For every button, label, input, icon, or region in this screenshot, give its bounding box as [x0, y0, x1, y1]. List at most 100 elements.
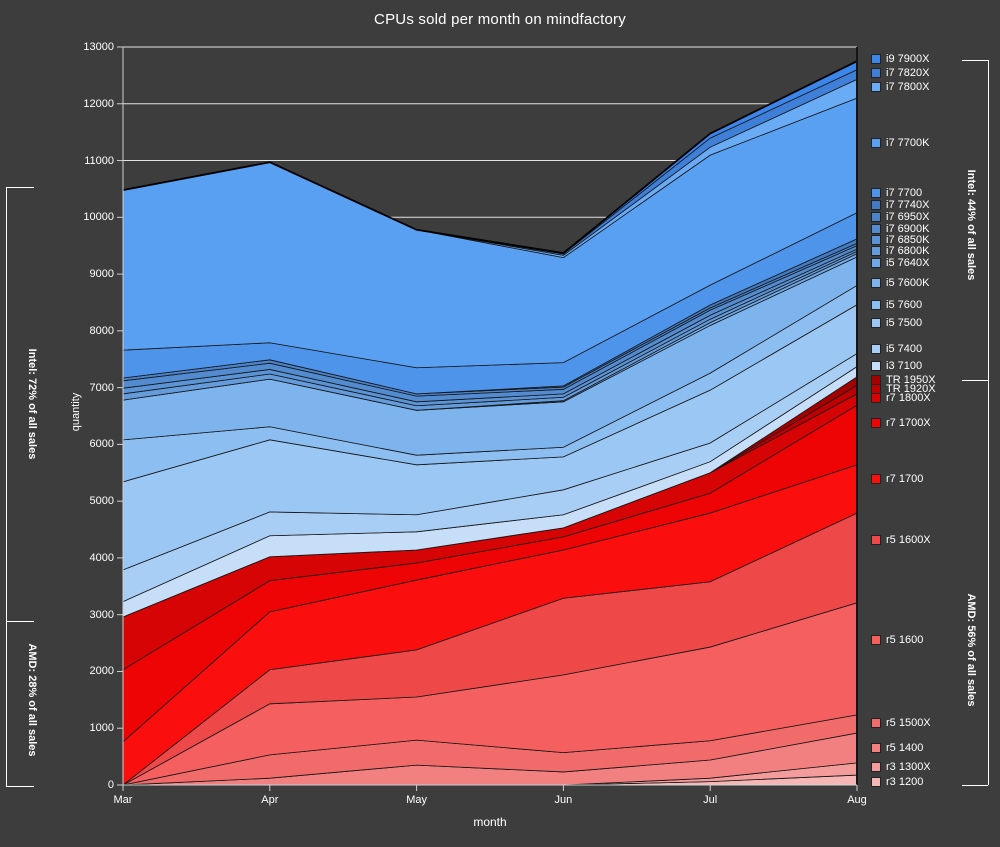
x-tick-label-mar: Mar — [113, 794, 133, 806]
x-tick-label-may: May — [406, 794, 427, 806]
y-tick-label: 1000 — [89, 722, 114, 735]
legend-item-i7-7700: i7 7700 — [871, 186, 922, 200]
chart-title: CPUs sold per month on mindfactory — [374, 11, 626, 28]
legend-item-r7-1800X: r7 1800X — [871, 391, 931, 405]
legend-label: r5 1400 — [886, 742, 924, 754]
legend-item-r7-1700: r7 1700 — [871, 472, 923, 486]
legend-swatch-icon — [871, 344, 881, 354]
legend-swatch-icon — [871, 318, 881, 328]
legend-item-r5-1400: r5 1400 — [871, 741, 923, 755]
legend-item-i7-7800X: i7 7800X — [871, 80, 929, 94]
legend-label: i5 7640X — [886, 257, 930, 269]
legend-swatch-icon — [871, 535, 881, 545]
legend-item-i5-7500: i5 7500 — [871, 316, 922, 330]
legend-swatch-icon — [871, 762, 881, 772]
y-tick-label: 11000 — [84, 154, 114, 167]
legend-item-r3-1200: r3 1200 — [871, 775, 923, 789]
annotation-amd-left: AMD: 28% of all sales — [26, 643, 38, 757]
legend-swatch-icon — [871, 68, 881, 78]
legend-label: i7 6800K — [886, 245, 930, 257]
legend-item-i7-6850K: i7 6850K — [871, 233, 929, 247]
right-bracket-tick-bottom — [962, 785, 988, 786]
legend-item-i7-6800K: i7 6800K — [871, 244, 929, 258]
right-bracket-line — [988, 60, 989, 785]
legend-label: i5 7400 — [886, 343, 923, 355]
legend-label: i3 7100 — [886, 360, 923, 372]
y-tick-label: 2000 — [89, 665, 114, 678]
legend-item-i5-7600: i5 7600 — [871, 298, 922, 312]
legend-item-i3-7100: i3 7100 — [871, 359, 922, 373]
y-tick-label: 8000 — [89, 324, 114, 337]
legend-swatch-icon — [871, 82, 881, 92]
legend-label: i9 7900X — [886, 53, 930, 65]
right-bracket-tick-mid — [962, 380, 988, 381]
legend-label: r5 1500X — [886, 717, 931, 729]
legend-swatch-icon — [871, 138, 881, 148]
legend-swatch-icon — [871, 777, 881, 787]
legend-swatch-icon — [871, 474, 881, 484]
legend-swatch-icon — [871, 300, 881, 310]
legend-swatch-icon — [871, 258, 881, 268]
legend-item-r5-1600: r5 1600 — [871, 633, 923, 647]
legend-swatch-icon — [871, 743, 881, 753]
legend-label: i7 7700K — [886, 137, 930, 149]
legend-swatch-icon — [871, 361, 881, 371]
legend-label: i7 6950X — [886, 211, 930, 223]
legend-label: r7 1800X — [886, 392, 931, 404]
y-tick-label: 12000 — [83, 97, 114, 110]
annotation-intel-left: Intel: 72% of all sales — [26, 348, 38, 460]
total-line — [122, 60, 858, 255]
y-axis-title: quantity — [70, 392, 82, 432]
legend-label: r3 1200 — [886, 776, 924, 788]
legend-item-r5-1500X: r5 1500X — [871, 716, 931, 730]
legend-swatch-icon — [871, 188, 881, 198]
legend-label: r5 1600X — [886, 534, 931, 546]
left-bracket-line — [6, 187, 7, 787]
legend-swatch-icon — [871, 246, 881, 256]
legend-label: r5 1600 — [886, 634, 924, 646]
right-bracket-tick-top — [962, 60, 988, 61]
legend-label: i5 7600 — [886, 299, 923, 311]
legend-label: r3 1300X — [886, 761, 931, 773]
x-tick-label-jul: Jul — [703, 794, 718, 806]
y-tick-label: 5000 — [89, 495, 114, 508]
left-bracket-tick-bottom — [6, 786, 34, 787]
x-tick-label-aug: Aug — [847, 794, 867, 806]
legend-label: i7 7800X — [886, 81, 930, 93]
legend-swatch-icon — [871, 635, 881, 645]
left-bracket-tick-top — [6, 187, 34, 188]
legend-label: r7 1700 — [886, 473, 924, 485]
legend-label: i5 7500 — [886, 317, 923, 329]
legend-label: i7 7740X — [886, 199, 930, 211]
y-tick-label: 4000 — [89, 551, 114, 564]
legend-label: i7 6900K — [886, 223, 930, 235]
y-tick-label: 13000 — [83, 41, 114, 53]
x-axis-title: month — [473, 815, 507, 829]
legend-label: TR 1920X — [886, 383, 936, 395]
legend-swatch-icon — [871, 418, 881, 428]
legend-swatch-icon — [871, 393, 881, 403]
legend-item-i9-7900X: i9 7900X — [871, 52, 929, 66]
legend-label: r7 1700X — [886, 417, 931, 429]
legend-item-i7-7740X: i7 7740X — [871, 198, 929, 212]
legend-label: i5 7600K — [886, 277, 930, 289]
x-tick-label-jun: Jun — [554, 794, 573, 806]
x-tick-label-apr: Apr — [261, 794, 279, 806]
legend-label: TR 1950X — [886, 374, 936, 386]
annotation-intel-right: Intel: 44% of all sales — [965, 169, 977, 281]
y-tick-label: 7000 — [89, 381, 114, 394]
legend-swatch-icon — [871, 278, 881, 288]
legend-label: i7 7820X — [886, 67, 930, 79]
legend-swatch-icon — [871, 235, 881, 245]
legend-swatch-icon — [871, 718, 881, 728]
y-tick-label: 3000 — [89, 608, 114, 621]
y-tick-label: 10000 — [83, 211, 114, 224]
y-tick-label: 6000 — [89, 438, 114, 451]
y-tick-label: 0 — [107, 779, 114, 791]
legend-swatch-icon — [871, 224, 881, 234]
legend-item-i7-6950X: i7 6950X — [871, 210, 929, 224]
legend-item-i5-7640X: i5 7640X — [871, 256, 929, 270]
legend-item-r5-1600X: r5 1600X — [871, 533, 931, 547]
